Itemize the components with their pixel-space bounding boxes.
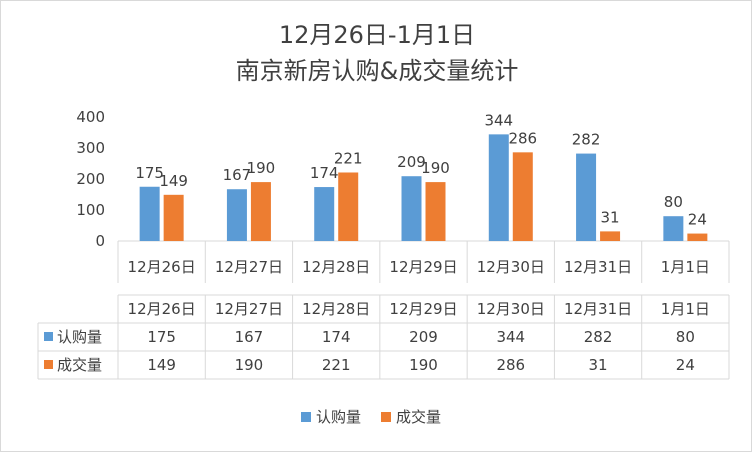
table-legend-key (44, 332, 53, 341)
data-label: 175 (135, 164, 164, 182)
x-tick-label: 1月1日 (661, 258, 710, 276)
bar-series2 (600, 231, 621, 241)
table-header-cell: 12月29日 (389, 300, 457, 318)
data-label: 174 (310, 164, 339, 182)
x-tick-label: 12月30日 (477, 258, 545, 276)
bar-series1 (663, 216, 684, 241)
data-label: 167 (223, 166, 252, 184)
bar-series1 (226, 189, 247, 241)
data-label: 286 (508, 129, 537, 147)
table-cell: 24 (676, 356, 695, 374)
bar-series1 (488, 134, 509, 241)
data-table: 12月26日 12月27日 12月28日 12月29日 12月30日 12月31日 1月1日… (37, 294, 730, 380)
y-tick-label: 200 (76, 170, 105, 188)
table-cell: 209 (409, 328, 438, 346)
data-label: 31 (601, 208, 620, 226)
table-header-cell: 12月30日 (477, 300, 545, 318)
legend-key (381, 412, 391, 422)
legend: 认购量 成交量 (301, 408, 441, 426)
bar-series2 (163, 194, 184, 241)
table-header-cell: 1月1日 (661, 300, 710, 318)
bar-series1 (401, 176, 422, 241)
table-cell: 149 (147, 356, 176, 374)
table-row-label: 成交量 (57, 356, 102, 374)
bar-series2 (425, 182, 446, 241)
data-label: 344 (484, 111, 513, 129)
plot-area: 12月26日17514912月27日16719012月28日17422112月2… (117, 111, 730, 283)
table-legend-key (44, 360, 53, 369)
table-cell: 190 (235, 356, 264, 374)
data-label: 190 (247, 159, 276, 177)
bar-series2 (687, 233, 708, 241)
data-label: 149 (159, 172, 188, 190)
table-cell: 175 (147, 328, 176, 346)
table-cell: 221 (322, 356, 351, 374)
table-cell: 167 (235, 328, 264, 346)
y-tick-label: 400 (76, 108, 105, 126)
table-cell: 344 (496, 328, 525, 346)
data-label: 282 (572, 131, 601, 149)
legend-key (301, 412, 311, 422)
table-cell: 31 (589, 356, 608, 374)
table-header-cell: 12月31日 (564, 300, 632, 318)
legend-label: 认购量 (316, 408, 361, 426)
chart-title-line2: 南京新房认购&成交量统计 (236, 57, 519, 85)
bar-series2 (338, 172, 359, 241)
bar-series1 (139, 186, 160, 241)
x-tick-label: 12月26日 (128, 258, 196, 276)
data-label: 209 (397, 153, 426, 171)
table-cell: 190 (409, 356, 438, 374)
bar-series1 (576, 153, 597, 241)
chart-title-line1: 12月26日-1月1日 (279, 21, 475, 49)
table-header-cell: 12月27日 (215, 300, 283, 318)
table-cell: 174 (322, 328, 351, 346)
legend-label: 成交量 (396, 408, 441, 426)
bar-series1 (314, 187, 335, 241)
table-row-label: 认购量 (57, 328, 102, 346)
table-cell: 80 (676, 328, 695, 346)
y-tick-label: 100 (76, 201, 105, 219)
bar-series2 (512, 152, 533, 241)
bar-series2 (250, 182, 271, 241)
y-tick-label: 300 (76, 139, 105, 157)
table-header-cell: 12月26日 (128, 300, 196, 318)
table-cell: 282 (584, 328, 613, 346)
x-tick-label: 12月31日 (564, 258, 632, 276)
data-label: 190 (421, 159, 450, 177)
table-cell: 286 (496, 356, 525, 374)
x-tick-label: 12月28日 (302, 258, 370, 276)
x-tick-label: 12月29日 (389, 258, 457, 276)
y-tick-label: 0 (95, 232, 105, 250)
table-header-cell: 12月28日 (302, 300, 370, 318)
y-axis: 0 100 200 300 400 (76, 108, 105, 250)
data-label: 24 (688, 211, 707, 229)
data-label: 221 (334, 149, 363, 167)
x-tick-label: 12月27日 (215, 258, 283, 276)
data-label: 80 (664, 193, 683, 211)
